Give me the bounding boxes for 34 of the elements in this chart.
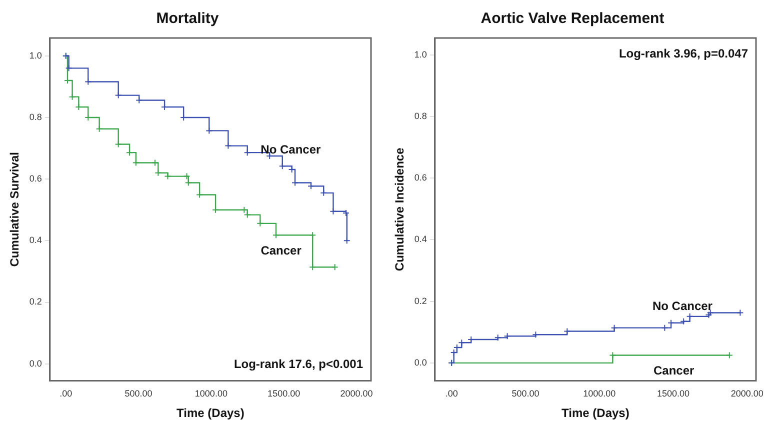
x-tick-label: .00: [445, 388, 458, 399]
y-tick-label: 0.8: [29, 112, 42, 122]
y-tick-label: 0.0: [414, 357, 427, 368]
x-tick-label: 2000.00: [340, 388, 373, 399]
annotation: Log-rank 3.96, p=0.047: [618, 46, 748, 60]
chart-title: Mortality: [156, 10, 220, 28]
y-tick-label: 0.0: [29, 358, 42, 368]
x-tick-label: .00: [60, 388, 72, 399]
y-tick-label: 0.4: [29, 235, 42, 246]
y-axis-title: Cumulative Survival: [8, 152, 22, 267]
annotation: Log-rank 17.6, p<0.001: [234, 357, 364, 372]
x-tick-label: 2000.00: [730, 388, 764, 399]
y-tick-label: 0.6: [29, 174, 42, 184]
chart-title: Aortic Valve Replacement: [480, 10, 664, 28]
x-axis-title: Time (Days): [562, 406, 630, 420]
series-label: No Cancer: [652, 299, 713, 314]
y-tick-label: 0.2: [29, 296, 42, 307]
series-label: Cancer: [260, 243, 302, 258]
y-tick-label: 0.6: [414, 172, 427, 183]
y-tick-label: 0.4: [414, 234, 427, 244]
x-tick-label: 1500.00: [268, 388, 300, 399]
x-tick-label: 1500.00: [656, 388, 690, 399]
y-tick-label: 0.2: [414, 296, 427, 306]
x-tick-label: 1000.00: [583, 388, 616, 399]
x-tick-label: 500.00: [124, 388, 152, 399]
y-axis-title: Cumulative Incidence: [392, 147, 407, 272]
y-tick-label: 0.8: [414, 111, 427, 122]
x-axis-title: Time (Days): [176, 406, 244, 420]
y-tick-label: 1.0: [414, 49, 427, 60]
x-tick-label: 500.00: [512, 388, 540, 399]
series-label: Cancer: [654, 364, 695, 378]
x-tick-label: 1000.00: [194, 388, 228, 399]
y-tick-label: 1.0: [29, 50, 42, 60]
series-label: No Cancer: [260, 142, 322, 156]
